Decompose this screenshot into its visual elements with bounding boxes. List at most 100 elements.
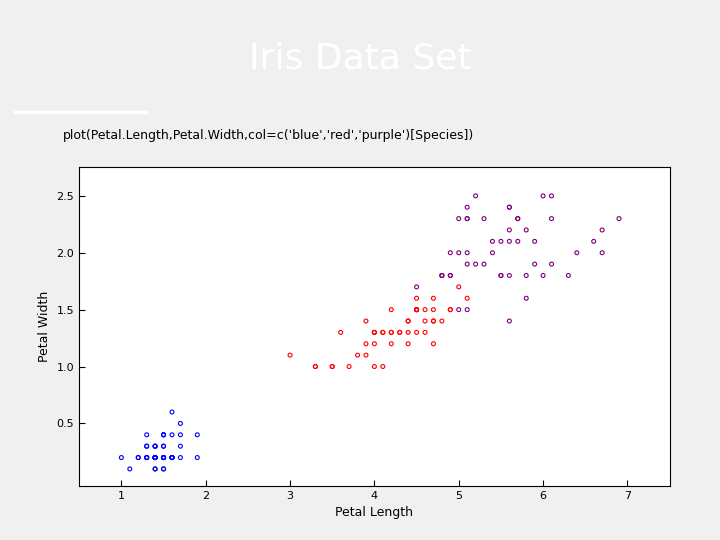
Point: [529, 237, 541, 246]
Text: Iris Data Set: Iris Data Set: [248, 42, 472, 76]
Point: [402, 316, 414, 325]
Point: [453, 248, 464, 257]
Point: [521, 294, 532, 302]
Point: [310, 362, 321, 371]
Point: [394, 328, 405, 337]
Point: [521, 226, 532, 234]
Point: [411, 305, 423, 314]
Point: [377, 362, 389, 371]
Point: [428, 305, 439, 314]
Point: [411, 305, 423, 314]
Point: [462, 214, 473, 223]
Point: [428, 294, 439, 302]
Point: [428, 316, 439, 325]
Point: [546, 214, 557, 223]
Point: [436, 271, 448, 280]
Point: [377, 328, 389, 337]
Point: [166, 453, 178, 462]
Point: [462, 305, 473, 314]
X-axis label: Petal Length: Petal Length: [336, 507, 413, 519]
Point: [158, 430, 169, 439]
Point: [385, 340, 397, 348]
Point: [537, 192, 549, 200]
Point: [284, 351, 296, 360]
Point: [377, 328, 389, 337]
Point: [487, 248, 498, 257]
Point: [419, 328, 431, 337]
Point: [402, 328, 414, 337]
Point: [453, 282, 464, 291]
Point: [588, 237, 600, 246]
Point: [462, 248, 473, 257]
Point: [158, 430, 169, 439]
Point: [149, 453, 161, 462]
Point: [369, 340, 380, 348]
Point: [158, 453, 169, 462]
Point: [444, 271, 456, 280]
Point: [444, 248, 456, 257]
Point: [495, 237, 507, 246]
Point: [613, 214, 625, 223]
Point: [352, 351, 364, 360]
Point: [326, 362, 338, 371]
Point: [470, 192, 482, 200]
Point: [192, 453, 203, 462]
Point: [149, 442, 161, 450]
Point: [462, 203, 473, 212]
Point: [175, 419, 186, 428]
Point: [503, 316, 515, 325]
Point: [149, 442, 161, 450]
Point: [166, 453, 178, 462]
Point: [385, 328, 397, 337]
Point: [596, 226, 608, 234]
Point: [335, 328, 346, 337]
Text: plot(Petal.Length,Petal.Width,col=c('blue','red','purple')[Species]): plot(Petal.Length,Petal.Width,col=c('blu…: [63, 129, 474, 142]
Point: [369, 328, 380, 337]
Point: [444, 271, 456, 280]
Point: [360, 351, 372, 360]
Point: [149, 464, 161, 473]
Point: [546, 260, 557, 268]
Point: [419, 316, 431, 325]
Point: [444, 305, 456, 314]
Point: [411, 305, 423, 314]
Point: [529, 260, 541, 268]
Point: [571, 248, 582, 257]
Point: [175, 453, 186, 462]
Point: [596, 248, 608, 257]
Point: [141, 442, 153, 450]
Point: [166, 408, 178, 416]
Point: [503, 271, 515, 280]
Point: [411, 294, 423, 302]
Point: [478, 214, 490, 223]
Point: [158, 430, 169, 439]
Point: [166, 453, 178, 462]
Point: [521, 271, 532, 280]
Point: [436, 271, 448, 280]
Point: [562, 271, 574, 280]
Point: [462, 294, 473, 302]
Point: [141, 453, 153, 462]
Point: [141, 442, 153, 450]
Point: [141, 453, 153, 462]
Point: [149, 453, 161, 462]
Point: [158, 442, 169, 450]
Point: [369, 328, 380, 337]
Point: [149, 453, 161, 462]
Point: [428, 340, 439, 348]
Y-axis label: Petal Width: Petal Width: [38, 291, 51, 362]
Point: [141, 430, 153, 439]
Point: [360, 316, 372, 325]
Point: [385, 305, 397, 314]
Point: [141, 453, 153, 462]
Point: [402, 340, 414, 348]
Point: [503, 203, 515, 212]
Point: [411, 305, 423, 314]
Point: [158, 453, 169, 462]
Point: [503, 226, 515, 234]
Point: [394, 328, 405, 337]
Point: [132, 453, 144, 462]
Point: [478, 260, 490, 268]
Point: [453, 305, 464, 314]
Point: [149, 464, 161, 473]
